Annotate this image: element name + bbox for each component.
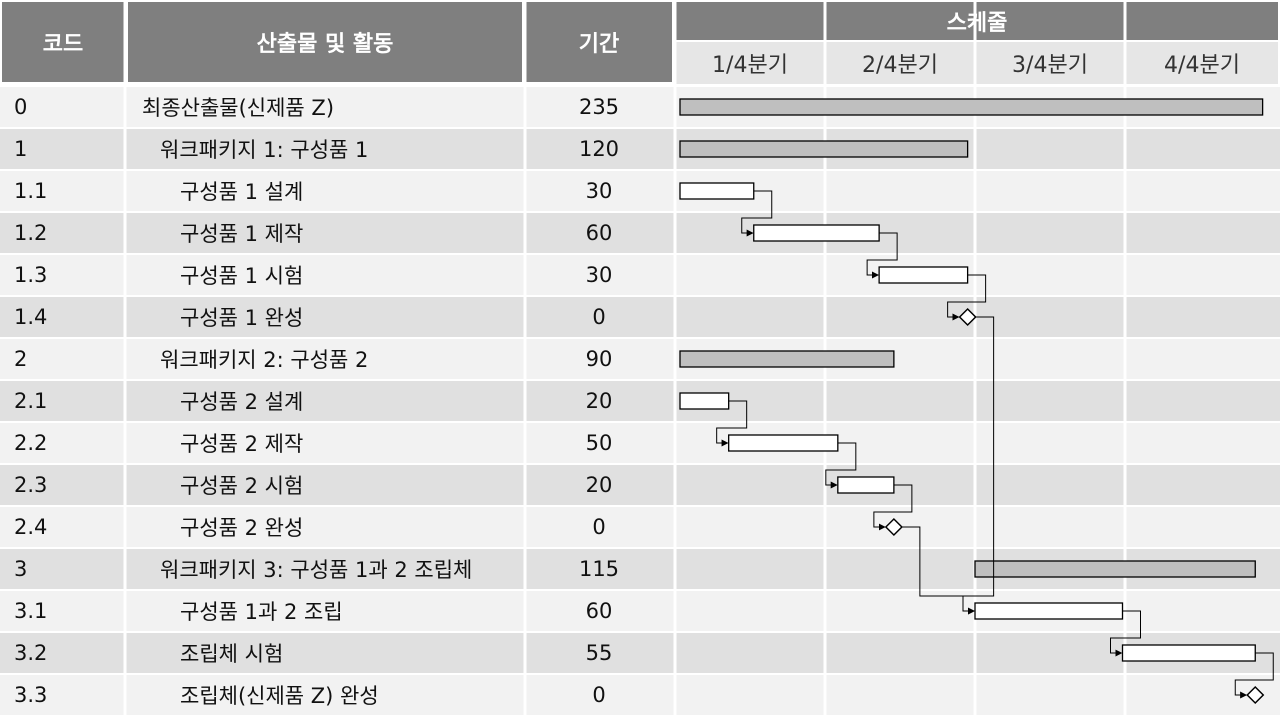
row-code: 2.2 — [14, 431, 48, 455]
gantt-dependency-link — [825, 442, 857, 489]
row-duration: 60 — [585, 599, 613, 623]
row-duration: 30 — [585, 179, 613, 203]
row-code: 1.3 — [14, 263, 48, 287]
row-activity: 조립체 시험 — [180, 642, 284, 666]
row-duration: 20 — [585, 473, 613, 497]
row-activity: 워크패키지 1: 구성품 1 — [160, 138, 369, 162]
row-code: 1.2 — [14, 221, 48, 245]
table-row: 2.4 구성품 2 완성 0 — [0, 506, 1280, 548]
table-row: 2.2 구성품 2 제작 50 — [0, 422, 1280, 464]
gantt-milestone — [1246, 685, 1265, 705]
row-activity: 구성품 1 완성 — [180, 306, 304, 330]
row-code: 1 — [14, 137, 28, 161]
gantt-summary-bar — [974, 560, 1256, 578]
gantt-task-bar — [728, 434, 839, 452]
gantt-task-bar — [974, 602, 1124, 620]
gantt-dependency-link — [1110, 610, 1141, 657]
row-duration: 55 — [585, 641, 613, 665]
row-activity: 구성품 2 설계 — [180, 390, 304, 414]
row-code: 3.3 — [14, 683, 48, 707]
gantt-task-bar — [837, 476, 895, 494]
row-duration: 30 — [585, 263, 613, 287]
table-row: 3.3 조립체(신제품 Z) 완성 0 — [0, 674, 1280, 716]
row-duration: 235 — [578, 95, 620, 119]
gantt-dependency-link — [716, 400, 748, 447]
header-duration: 기간 — [526, 2, 672, 82]
table-row: 2.3 구성품 2 시험 20 — [0, 464, 1280, 506]
row-duration: 20 — [585, 389, 613, 413]
row-duration: 90 — [585, 347, 613, 371]
row-activity: 구성품 2 시험 — [180, 474, 304, 498]
gantt-task-bar — [679, 392, 730, 410]
gantt-task-bar — [1121, 644, 1256, 662]
row-duration: 0 — [592, 683, 606, 707]
gantt-dependency-link — [1234, 652, 1274, 699]
table-row: 2.1 구성품 2 설계 20 — [0, 380, 1280, 422]
gantt-summary-bar — [679, 98, 1264, 116]
table-row: 3 워크패키지 3: 구성품 1과 2 조립체 115 — [0, 548, 1280, 590]
header-schedule: 스케줄 — [676, 2, 1278, 40]
row-activity: 구성품 2 완성 — [180, 516, 304, 540]
gantt-task-bar — [878, 266, 969, 284]
table-row: 1 워크패키지 1: 구성품 1 120 — [0, 128, 1280, 170]
row-code: 1.1 — [14, 179, 48, 203]
row-activity: 워크패키지 2: 구성품 2 — [160, 348, 369, 372]
table-row: 2 워크패키지 2: 구성품 2 90 — [0, 338, 1280, 380]
quarter-header-4: 4/4분기 — [1126, 42, 1278, 84]
gantt-dependency-link — [901, 526, 975, 615]
row-code: 2.4 — [14, 515, 48, 539]
row-activity: 워크패키지 3: 구성품 1과 2 조립체 — [160, 558, 473, 582]
row-duration: 0 — [592, 515, 606, 539]
gantt-dependency-link — [866, 232, 898, 279]
row-activity: 구성품 2 제작 — [180, 432, 304, 456]
row-code: 0 — [14, 95, 28, 119]
row-code: 3.1 — [14, 599, 48, 623]
row-code: 2.3 — [14, 473, 48, 497]
table-row: 3.2 조립체 시험 55 — [0, 632, 1280, 674]
quarter-header-1: 1/4분기 — [676, 42, 824, 84]
gantt-summary-bar — [679, 350, 895, 368]
quarter-header-3: 3/4분기 — [976, 42, 1124, 84]
gantt-dependency-link — [873, 484, 913, 531]
row-activity: 구성품 1 설계 — [180, 180, 304, 204]
gantt-summary-bar — [679, 140, 969, 158]
table-row: 1.3 구성품 1 시험 30 — [0, 254, 1280, 296]
row-code: 3 — [14, 557, 28, 581]
row-activity: 최종산출물(신제품 Z) — [142, 96, 335, 120]
gantt-task-bar — [753, 224, 880, 242]
row-duration: 115 — [578, 557, 620, 581]
row-duration: 0 — [592, 305, 606, 329]
row-code: 3.2 — [14, 641, 48, 665]
quarter-header-2: 2/4분기 — [826, 42, 974, 84]
row-duration: 120 — [578, 137, 620, 161]
gantt-dependency-link — [741, 190, 773, 237]
row-activity: 구성품 1과 2 조립 — [180, 600, 343, 624]
header-activity: 산출물 및 활동 — [128, 2, 522, 82]
table-row: 1.4 구성품 1 완성 0 — [0, 296, 1280, 338]
gantt-milestone — [958, 307, 977, 327]
gantt-dependency-link — [947, 274, 987, 321]
gantt-milestone — [884, 517, 903, 537]
row-code: 1.4 — [14, 305, 48, 329]
header-code: 코드 — [2, 2, 124, 82]
row-code: 2.1 — [14, 389, 48, 413]
row-activity: 구성품 1 제작 — [180, 222, 304, 246]
row-duration: 50 — [585, 431, 613, 455]
gantt-task-bar — [679, 182, 755, 200]
table-row: 1.2 구성품 1 제작 60 — [0, 212, 1280, 254]
row-activity: 구성품 1 시험 — [180, 264, 304, 288]
table-row: 1.1 구성품 1 설계 30 — [0, 170, 1280, 212]
row-activity: 조립체(신제품 Z) 완성 — [180, 684, 379, 708]
row-duration: 60 — [585, 221, 613, 245]
row-code: 2 — [14, 347, 28, 371]
